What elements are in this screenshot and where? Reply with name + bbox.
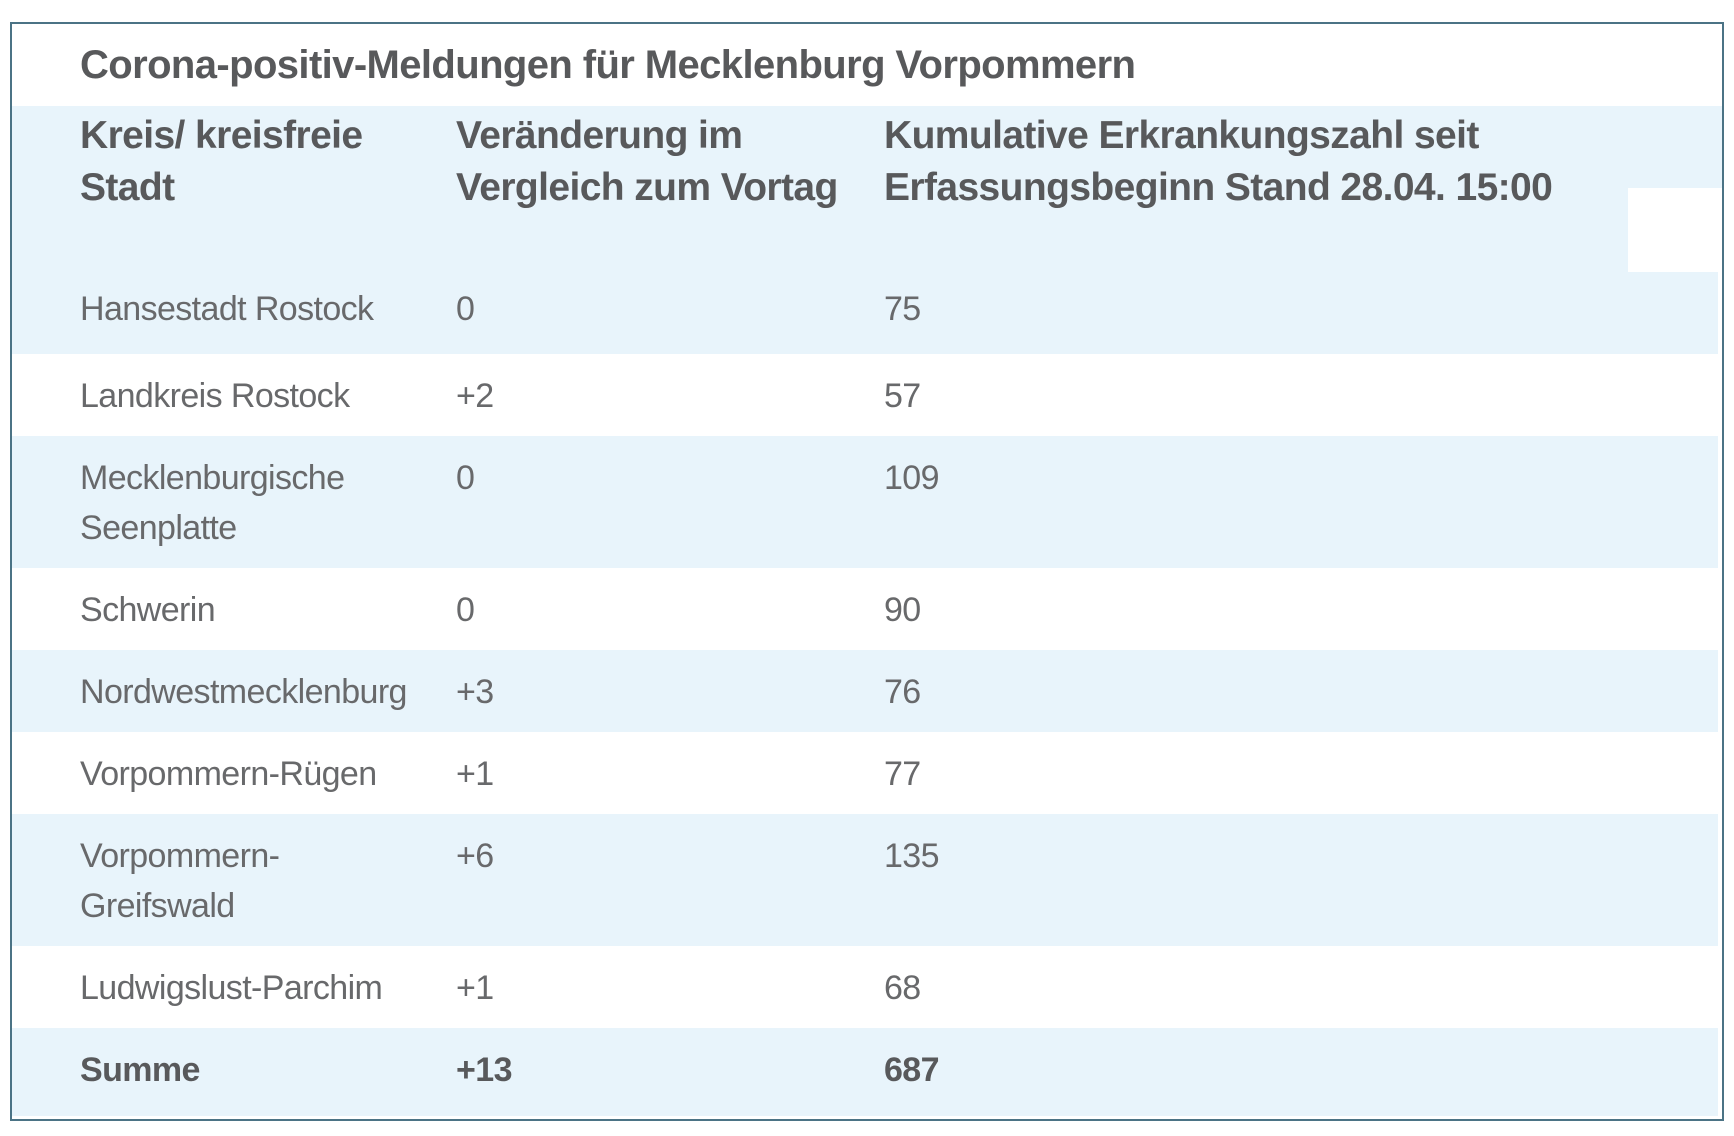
table-body: Hansestadt Rostock 0 75 Landkreis Rostoc…: [12, 267, 1722, 1116]
table-row: Schwerin 0 90: [12, 568, 1718, 650]
table-row: Vorpommern-Rügen +1 77: [12, 732, 1718, 814]
corona-table: Corona-positiv-Meldungen für Mecklenburg…: [10, 22, 1724, 1121]
cell-veraenderung: +6: [456, 837, 494, 875]
cell-kumulativ: 76: [884, 673, 921, 711]
table-title: Corona-positiv-Meldungen für Mecklenburg…: [12, 24, 1722, 106]
cell-kumulativ: 77: [884, 755, 921, 793]
cell-kreis: Ludwigslust-Parchim: [80, 969, 383, 1007]
cell-veraenderung: 0: [456, 459, 475, 497]
column-header-veraenderung: Veränderung im Vergleich zum Vortag: [456, 114, 838, 209]
cell-kreis: Schwerin: [80, 591, 216, 629]
table-header-row: Kreis/ kreisfreie Stadt Veränderung im V…: [12, 106, 1722, 267]
cell-kumulativ: 57: [884, 377, 921, 415]
table-row: Summe +13 687: [12, 1028, 1718, 1116]
cell-kreis: Landkreis Rostock: [80, 377, 350, 415]
cell-veraenderung: +3: [456, 673, 494, 711]
cell-veraenderung: +1: [456, 755, 494, 793]
table-row: Vorpommern- Greifswald +6 135: [12, 814, 1718, 946]
cell-kumulativ: 135: [884, 837, 940, 875]
table-row: Landkreis Rostock +2 57: [12, 354, 1718, 436]
cell-veraenderung: 0: [456, 591, 475, 629]
cell-veraenderung: +2: [456, 377, 494, 415]
cell-kreis: Nordwestmecklenburg: [80, 673, 407, 711]
column-header-kumulativ: Kumulative Erkrankungszahl seit Erfassun…: [884, 114, 1553, 209]
table-row: Hansestadt Rostock 0 75: [12, 267, 1718, 354]
cell-kumulativ: 75: [884, 290, 921, 328]
cell-kumulativ: 90: [884, 591, 921, 629]
cell-kreis: Hansestadt Rostock: [80, 290, 374, 328]
cell-kumulativ: 687: [884, 1051, 940, 1089]
cell-veraenderung: +1: [456, 969, 494, 1007]
table-row: Nordwestmecklenburg +3 76: [12, 650, 1718, 732]
cell-veraenderung: 0: [456, 290, 475, 328]
table-row: Ludwigslust-Parchim +1 68: [12, 946, 1718, 1028]
cell-kreis: Vorpommern- Greifswald: [80, 837, 280, 925]
table-row: Mecklenburgische Seenplatte 0 109: [12, 436, 1718, 568]
cell-kumulativ: 68: [884, 969, 921, 1007]
cell-veraenderung: +13: [456, 1051, 512, 1089]
cell-kreis: Summe: [80, 1051, 200, 1089]
header-white-overlay-box: [1628, 188, 1722, 272]
cell-kreis: Mecklenburgische Seenplatte: [80, 459, 345, 547]
cell-kumulativ: 109: [884, 459, 940, 497]
column-header-kreis: Kreis/ kreisfreie Stadt: [80, 114, 363, 209]
cell-kreis: Vorpommern-Rügen: [80, 755, 377, 793]
